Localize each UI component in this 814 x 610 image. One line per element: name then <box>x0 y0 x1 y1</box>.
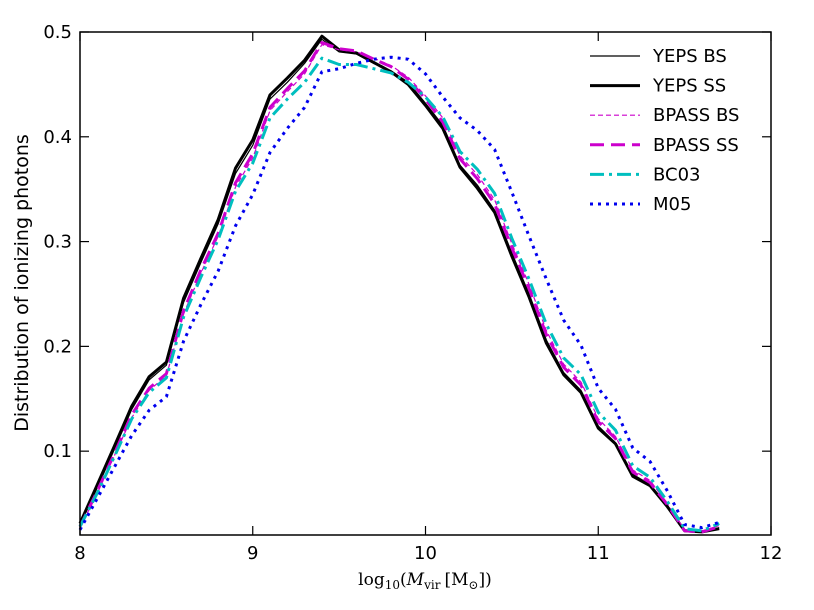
legend-label-bpass-ss: BPASS SS <box>653 135 739 156</box>
x-axis-label-func: log <box>358 570 385 590</box>
y-tick-label: 0.3 <box>43 232 72 253</box>
y-tick-label: 0.1 <box>43 441 72 462</box>
x-axis-label-varsub: vir <box>423 578 441 592</box>
series-line-bc03 <box>78 56 720 533</box>
x-axis-label-unit-open: [M <box>444 570 468 590</box>
x-axis-label: log10(Mvir [M⊙]) <box>358 570 492 592</box>
series-layer <box>78 34 720 534</box>
tick-labels-layer: 8 9 10 11 12 0.1 0.2 0.3 0.4 0.5 <box>43 22 782 564</box>
x-tick-label: 8 <box>74 543 85 564</box>
series-line-bpass-ss <box>78 41 720 534</box>
x-axis-label-var: M <box>406 570 425 590</box>
ticks-layer <box>79 31 772 535</box>
x-tick-label: 12 <box>760 543 783 564</box>
legend-label-yeps-ss: YEPS SS <box>652 76 726 97</box>
x-tick-label: 11 <box>587 543 610 564</box>
legend: YEPS BS YEPS SS BPASS BS BPASS SS BC03 M05 <box>590 46 739 215</box>
y-axis-label: Distribution of ionizing photons <box>11 134 33 432</box>
series-line-m05 <box>78 55 720 531</box>
legend-label-bc03: BC03 <box>653 164 701 185</box>
legend-label-bpass-bs: BPASS BS <box>653 105 739 126</box>
legend-label-m05: M05 <box>653 194 691 215</box>
x-axis-label-unit-sub: ⊙ <box>468 578 478 592</box>
x-tick-label: 10 <box>414 543 437 564</box>
y-tick-label: 0.5 <box>43 22 72 43</box>
y-tick-label: 0.2 <box>43 336 72 357</box>
x-axis-label-close: ]) <box>479 570 492 590</box>
legend-label-yeps-bs: YEPS BS <box>652 46 727 67</box>
x-axis-label-base: 10 <box>385 578 400 592</box>
y-tick-label: 0.4 <box>43 127 72 148</box>
x-tick-label: 9 <box>247 543 258 564</box>
x-axis-label-open: ( <box>400 570 407 590</box>
